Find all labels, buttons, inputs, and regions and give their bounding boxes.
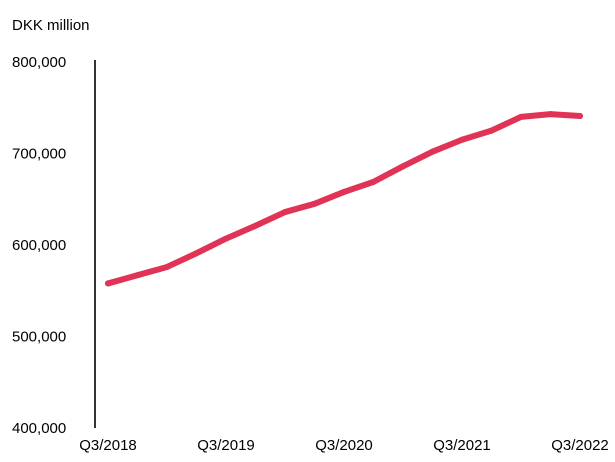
x-tick-label: Q3/2022 <box>551 437 609 454</box>
y-tick-label: 800,000 <box>12 54 66 71</box>
data-point <box>253 223 259 229</box>
data-point <box>577 113 583 119</box>
data-point <box>105 280 111 286</box>
data-point <box>341 189 347 195</box>
data-point <box>518 114 524 120</box>
x-tick-labels: Q3/2018 Q3/2019 Q3/2020 Q3/2021 Q3/2022 <box>79 437 609 454</box>
data-point <box>430 149 436 155</box>
y-axis-label: DKK million <box>12 17 90 34</box>
data-point <box>459 137 465 143</box>
data-point <box>371 179 377 185</box>
data-point <box>282 209 288 215</box>
data-point <box>489 128 495 134</box>
series-line <box>108 114 580 283</box>
x-tick-label: Q3/2019 <box>197 437 255 454</box>
data-point <box>164 264 170 270</box>
data-point <box>194 250 200 256</box>
series-group <box>105 111 583 286</box>
y-tick-label: 400,000 <box>12 420 66 437</box>
data-point <box>223 236 229 242</box>
y-tick-labels: 400,000 500,000 600,000 700,000 800,000 <box>12 54 66 437</box>
data-point <box>548 111 554 117</box>
data-point <box>400 163 406 169</box>
data-point <box>312 201 318 207</box>
data-point <box>135 272 141 278</box>
x-tick-label: Q3/2018 <box>79 437 137 454</box>
y-tick-label: 500,000 <box>12 329 66 346</box>
y-tick-label: 700,000 <box>12 146 66 163</box>
x-tick-label: Q3/2020 <box>315 437 373 454</box>
x-tick-label: Q3/2021 <box>433 437 491 454</box>
y-tick-label: 600,000 <box>12 237 66 254</box>
